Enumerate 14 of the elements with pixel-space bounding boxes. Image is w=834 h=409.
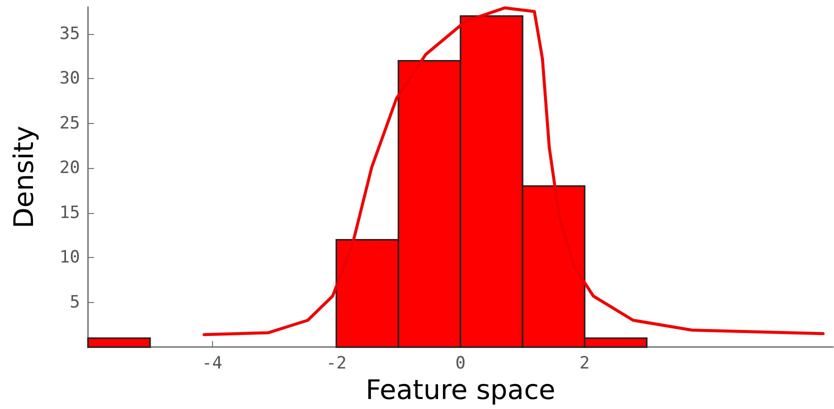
x-tick-label: 2: [580, 354, 590, 374]
x-tick-label: -2: [326, 354, 347, 374]
y-tick-label: 30: [60, 68, 80, 89]
y-tick-label: 15: [60, 202, 80, 223]
y-tick-label: 5: [70, 292, 80, 312]
y-axis-title: Density: [9, 126, 40, 228]
y-tick-label: 20: [60, 158, 80, 178]
x-tick-label: -4: [202, 354, 222, 374]
y-tick-label: 35: [60, 24, 80, 44]
line-series: [202, 6, 825, 336]
x-axis-title: Feature space: [366, 375, 556, 406]
y-tick-label: 10: [60, 248, 80, 268]
x-tick-label: 0: [455, 354, 466, 374]
y-tick-label: 25: [60, 113, 80, 134]
